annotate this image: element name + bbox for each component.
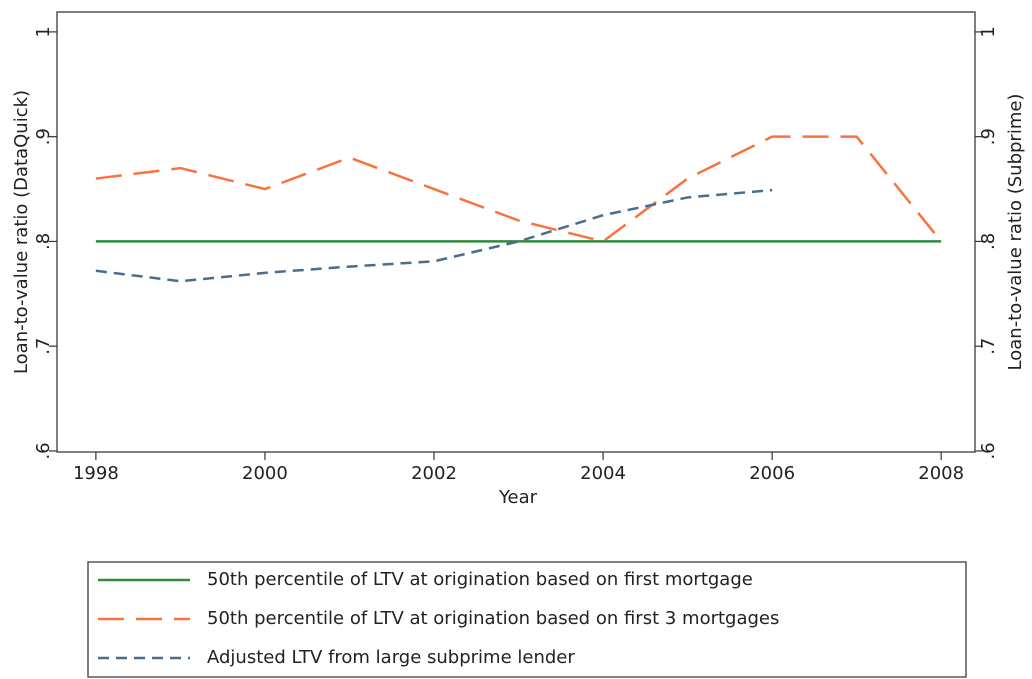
x-tick-label: 2008 <box>918 463 964 484</box>
x-tick-label: 1998 <box>73 463 119 484</box>
plot-frame <box>56 11 976 453</box>
y2-tick-label: .8 <box>978 233 999 250</box>
series-line <box>95 135 943 243</box>
x-tick-label: 2002 <box>411 463 457 484</box>
x-tick-label: 2004 <box>580 463 626 484</box>
y2-tick-label: .9 <box>978 128 999 145</box>
y-tick-label: .9 <box>33 128 54 145</box>
legend-label: 50th percentile of LTV at origination ba… <box>207 608 779 629</box>
legend-label: Adjusted LTV from large subprime lender <box>207 647 575 668</box>
series-line <box>95 188 773 283</box>
y-tick-label: .8 <box>33 233 54 250</box>
x-tick-label: 2000 <box>242 463 288 484</box>
y2-tick-label: .7 <box>978 338 999 355</box>
y2-tick-label: 1 <box>978 26 999 37</box>
x-tick-label: 2006 <box>749 463 795 484</box>
y-tick-label: 1 <box>33 26 54 37</box>
y-axis-title: Loan-to-value ratio (DataQuick) <box>11 90 32 374</box>
y-tick-label: .6 <box>33 442 54 459</box>
y2-axis-title: Loan-to-value ratio (Subprime) <box>1005 94 1026 371</box>
y-tick-label: .7 <box>33 338 54 355</box>
legend-box <box>87 561 967 678</box>
legend-label: 50th percentile of LTV at origination ba… <box>207 569 753 590</box>
y2-tick-label: .6 <box>978 442 999 459</box>
x-axis-title: Year <box>498 487 538 508</box>
